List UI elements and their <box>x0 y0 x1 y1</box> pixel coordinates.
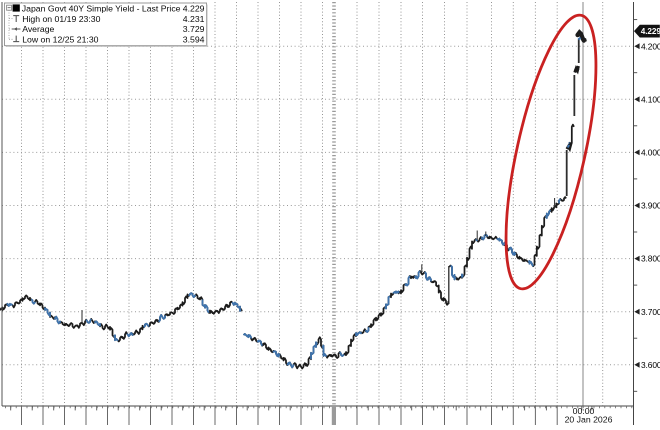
svg-text:3.594: 3.594 <box>183 35 205 45</box>
svg-text:4.200: 4.200 <box>641 41 660 51</box>
svg-text:4.229: 4.229 <box>183 3 205 13</box>
svg-text:4.000: 4.000 <box>641 148 660 158</box>
svg-text:3.600: 3.600 <box>641 360 660 370</box>
svg-text:4.231: 4.231 <box>183 14 205 24</box>
svg-text:3.729: 3.729 <box>183 24 205 34</box>
svg-text:20 Jan 2026: 20 Jan 2026 <box>565 415 613 425</box>
svg-text:3.900: 3.900 <box>641 201 660 211</box>
svg-text:3.700: 3.700 <box>641 307 660 317</box>
svg-text:Average: Average <box>22 24 54 34</box>
svg-text:High on 01/19 23:30: High on 01/19 23:30 <box>22 14 100 24</box>
svg-text:Low on 12/25 21:30: Low on 12/25 21:30 <box>22 35 98 45</box>
svg-text:00:00: 00:00 <box>573 406 595 416</box>
svg-text:4.100: 4.100 <box>641 94 660 104</box>
svg-text:3.800: 3.800 <box>641 254 660 264</box>
svg-text:Japan Govt 40Y Simple Yield -: Japan Govt 40Y Simple Yield - Last Price <box>22 3 181 13</box>
svg-text:4.229: 4.229 <box>641 27 660 36</box>
